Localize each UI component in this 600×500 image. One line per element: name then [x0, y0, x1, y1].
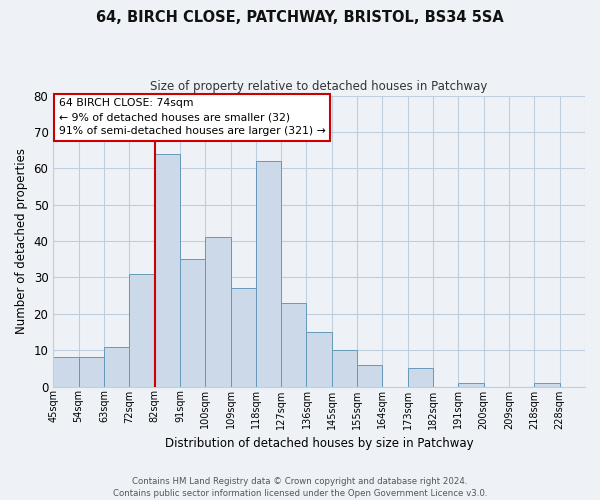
- Title: Size of property relative to detached houses in Patchway: Size of property relative to detached ho…: [151, 80, 488, 93]
- Bar: [230, 288, 256, 386]
- Bar: [281, 303, 307, 386]
- Bar: [129, 274, 155, 386]
- Bar: [535, 383, 560, 386]
- Bar: [307, 332, 332, 386]
- X-axis label: Distribution of detached houses by size in Patchway: Distribution of detached houses by size …: [165, 437, 473, 450]
- Y-axis label: Number of detached properties: Number of detached properties: [15, 148, 28, 334]
- Text: Contains HM Land Registry data © Crown copyright and database right 2024.
Contai: Contains HM Land Registry data © Crown c…: [113, 476, 487, 498]
- Text: 64, BIRCH CLOSE, PATCHWAY, BRISTOL, BS34 5SA: 64, BIRCH CLOSE, PATCHWAY, BRISTOL, BS34…: [96, 10, 504, 25]
- Text: 64 BIRCH CLOSE: 74sqm
← 9% of detached houses are smaller (32)
91% of semi-detac: 64 BIRCH CLOSE: 74sqm ← 9% of detached h…: [59, 98, 325, 136]
- Bar: [408, 368, 433, 386]
- Bar: [357, 364, 382, 386]
- Bar: [180, 259, 205, 386]
- Bar: [332, 350, 357, 387]
- Bar: [256, 161, 281, 386]
- Bar: [205, 238, 230, 386]
- Bar: [53, 358, 79, 386]
- Bar: [104, 346, 129, 387]
- Bar: [155, 154, 180, 386]
- Bar: [79, 358, 104, 386]
- Bar: [458, 383, 484, 386]
